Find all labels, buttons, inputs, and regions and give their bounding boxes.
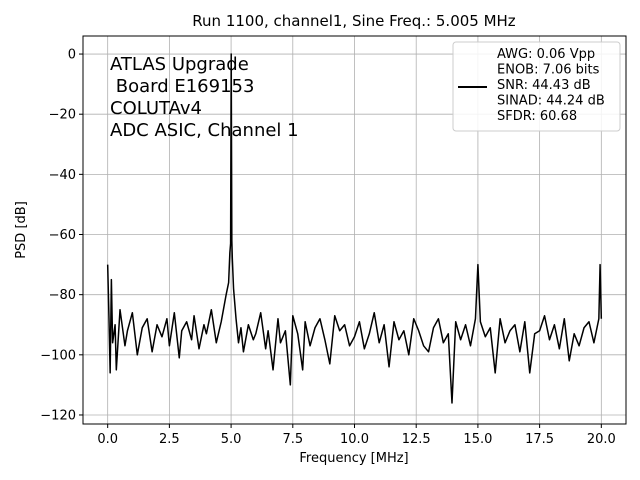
x-axis-label: Frequency [MHz] — [299, 451, 408, 466]
annotation-line: Board E169153 — [110, 76, 254, 97]
y-tick-label: −80 — [49, 288, 76, 303]
x-tick-label: 10.0 — [340, 432, 369, 447]
y-tick-label: −120 — [40, 408, 76, 423]
y-axis-label: PSD [dB] — [14, 201, 29, 259]
x-tick-label: 7.5 — [282, 432, 303, 447]
chart-title: Run 1100, channel1, Sine Freq.: 5.005 MH… — [192, 12, 516, 30]
legend-entry: SINAD: 44.24 dB — [497, 94, 605, 109]
plot-area — [106, 53, 603, 404]
y-tick-label: −40 — [49, 168, 76, 183]
y-tick-label: −60 — [49, 228, 76, 243]
annotation-line: COLUTAv4 — [110, 98, 202, 119]
y-axis-ticks: 0 −20 −40 −60 −80 −100 −120 — [40, 48, 83, 423]
x-tick-label: 12.5 — [402, 432, 431, 447]
legend-entry: AWG: 0.06 Vpp — [497, 47, 595, 62]
y-tick-label: −20 — [49, 108, 76, 123]
grid-lines — [83, 36, 626, 424]
x-tick-label: 20.0 — [587, 432, 616, 447]
x-tick-label: 15.0 — [463, 432, 492, 447]
legend-entry: SNR: 44.43 dB — [497, 78, 591, 93]
psd-series-group — [106, 53, 603, 404]
y-tick-label: 0 — [68, 48, 76, 63]
x-tick-label: 0.0 — [97, 432, 118, 447]
legend-box — [452, 41, 621, 132]
x-tick-label: 17.5 — [525, 432, 554, 447]
y-tick-label: −100 — [40, 348, 76, 363]
annotation-line: ADC ASIC, Channel 1 — [110, 120, 299, 141]
axes-frame — [82, 35, 627, 425]
x-tick-label: 5.0 — [221, 432, 242, 447]
legend-entry: SFDR: 60.68 — [497, 109, 577, 124]
annotation-line: ATLAS Upgrade — [110, 54, 249, 75]
legend-entry: ENOB: 7.06 bits — [497, 63, 600, 78]
x-axis-ticks: 0.0 2.5 5.0 7.5 10.0 12.5 15.0 17.5 20.0 — [97, 424, 616, 447]
psd-series-line — [106, 53, 603, 404]
x-tick-label: 2.5 — [159, 432, 180, 447]
